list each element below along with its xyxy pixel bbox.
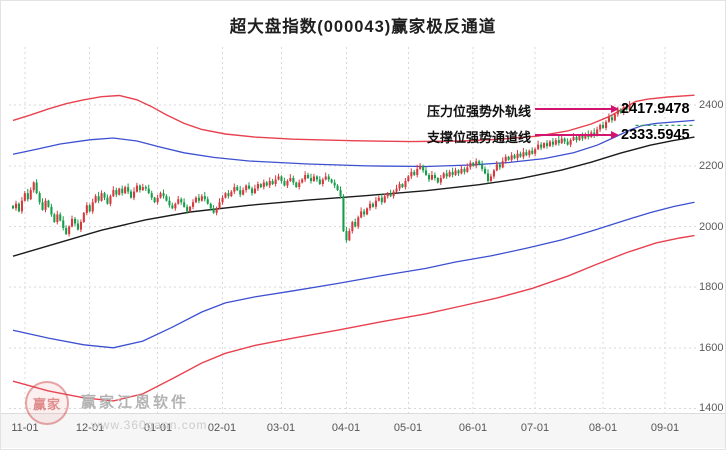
x-tick-label: 09-01 xyxy=(650,422,680,434)
support-annotation-label: 支撑位强势通道线 xyxy=(426,130,531,145)
support-arrow-icon xyxy=(535,134,613,136)
chart-canvas[interactable] xyxy=(9,47,697,413)
x-tick-label: 02-01 xyxy=(207,422,237,434)
support-arrowhead-icon xyxy=(611,131,619,139)
support-channel-line xyxy=(12,119,695,168)
y-tick-label: 2000 xyxy=(699,221,724,233)
y-tick-label: 2200 xyxy=(699,160,724,172)
plot-area[interactable] xyxy=(9,47,697,413)
x-tick-label: 08-01 xyxy=(588,422,618,434)
resistance-value: 2417.9478 xyxy=(621,101,690,117)
x-tick-label: 07-01 xyxy=(520,422,550,434)
y-tick-label: 1800 xyxy=(699,281,724,293)
y-tick-label: 2400 xyxy=(699,99,724,111)
resistance-annotation-label: 压力位强势外轨线 xyxy=(426,104,531,119)
lower-channel-line xyxy=(12,201,695,349)
y-tick-label: 1400 xyxy=(699,402,724,414)
mid-trend-line xyxy=(12,136,695,257)
resistance-arrowhead-icon xyxy=(611,105,619,113)
x-tick-label: 05-01 xyxy=(393,422,423,434)
lower-outer-rail-line xyxy=(12,234,695,402)
x-tick-label: 01-01 xyxy=(143,422,173,434)
candles xyxy=(12,101,631,243)
x-tick-label: 11-01 xyxy=(11,422,39,434)
x-tick-label: 12-01 xyxy=(75,422,105,434)
support-value: 2333.5945 xyxy=(621,127,690,143)
x-axis: 11-01 12-01 01-01 02-01 03-01 04-01 05-01 06-01… xyxy=(1,413,725,448)
x-tick-label: 03-01 xyxy=(266,422,296,434)
y-tick-label: 1600 xyxy=(699,342,724,354)
chart-title: 超大盘指数(000043)赢家极反通道 xyxy=(229,18,497,36)
resistance-arrow-icon xyxy=(535,108,613,110)
y-axis: 1400 1600 1800 2000 2200 2400 xyxy=(698,1,725,449)
x-tick-label: 06-01 xyxy=(458,422,488,434)
x-tick-label: 04-01 xyxy=(331,422,361,434)
